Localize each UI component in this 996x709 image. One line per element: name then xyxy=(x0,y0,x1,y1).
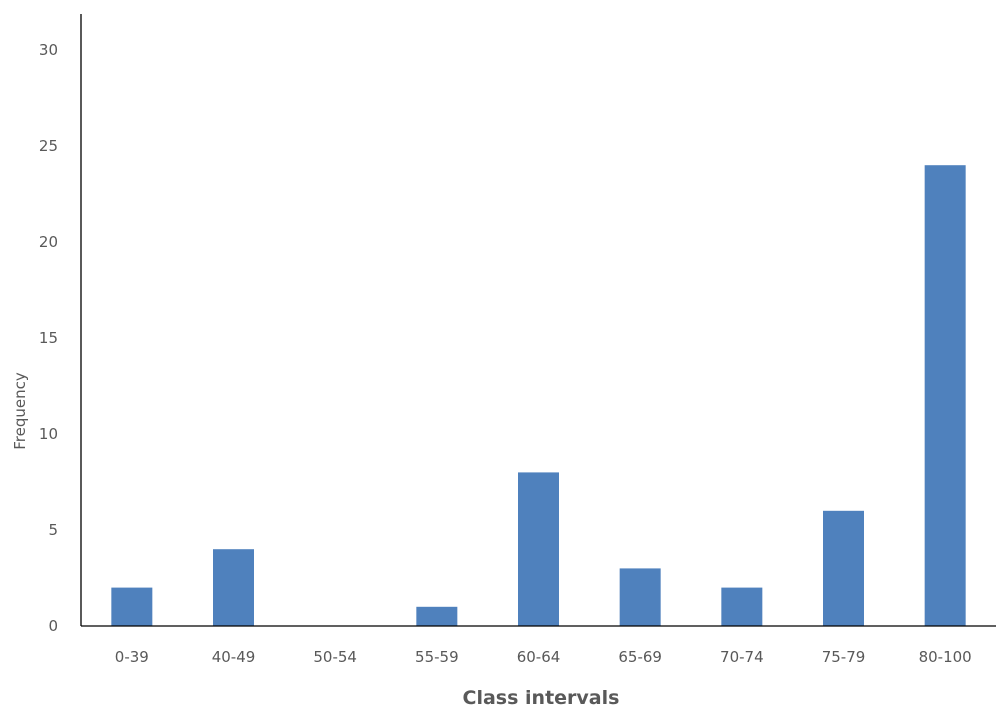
x-tick-label: 65-69 xyxy=(618,648,662,666)
x-tick-label: 40-49 xyxy=(212,648,256,666)
y-tick-label: 5 xyxy=(48,521,58,539)
bar-75-79 xyxy=(823,510,864,626)
y-axis-title: Frequency xyxy=(11,372,29,450)
x-tick-label: 0-39 xyxy=(115,648,149,666)
x-tick-label: 70-74 xyxy=(720,648,764,666)
x-axis-title: Class intervals xyxy=(463,687,620,709)
x-tick-labels: 0-39 40-49 50-54 55-59 60-64 65-69 70-74 75-79 8… xyxy=(115,648,972,666)
y-tick-label: 30 xyxy=(39,41,58,59)
y-tick-label: 0 xyxy=(48,617,58,635)
x-tick-label: 60-64 xyxy=(517,648,561,666)
bar-60-64 xyxy=(518,472,559,626)
bar-80-100 xyxy=(924,165,966,626)
bar-55-59 xyxy=(416,606,458,626)
bar-70-74 xyxy=(721,587,763,626)
y-tick-label: 25 xyxy=(39,137,58,155)
y-tick-label: 15 xyxy=(39,329,58,347)
x-tick-label: 80-100 xyxy=(919,648,972,666)
bar-65-69 xyxy=(619,568,661,626)
bars-layer xyxy=(111,165,966,626)
x-tick-label: 50-54 xyxy=(313,648,357,666)
x-tick-label: 55-59 xyxy=(415,648,459,666)
y-tick-labels: 0 5 10 15 20 25 30 xyxy=(39,41,58,635)
y-tick-label: 10 xyxy=(39,425,58,443)
bar-40-49 xyxy=(213,549,254,626)
y-tick-label: 20 xyxy=(39,233,58,251)
bar-0-39 xyxy=(111,587,153,626)
x-tick-label: 75-79 xyxy=(822,648,866,666)
